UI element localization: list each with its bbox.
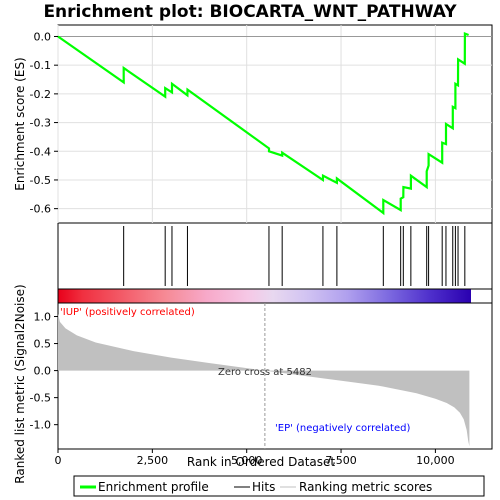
es-y-tick-label: 0.0 <box>34 30 52 43</box>
x-tick-label: 0 <box>55 454 62 467</box>
legend-label-ranking: Ranking metric scores <box>299 480 432 494</box>
es-y-tick-label: -0.5 <box>30 174 51 187</box>
es-y-tick-label: -0.3 <box>30 117 51 130</box>
x-axis-label: Rank in Ordered Dataset <box>187 455 335 469</box>
es-y-tick-label: -0.6 <box>30 203 51 216</box>
x-tick-label: 10,000 <box>416 454 455 467</box>
es-y-tick-label: -0.2 <box>30 88 51 101</box>
ranking-metric-area <box>58 313 470 447</box>
hit-marks <box>123 226 466 286</box>
metric-y-tick-label: -1.0 <box>30 419 51 432</box>
legend-box <box>73 475 485 497</box>
es-y-tick-label: -0.4 <box>30 145 51 158</box>
hits-panel-frame <box>57 222 493 290</box>
metric-y-axis-label: Ranked list metric (Signal2Noise) <box>13 284 27 483</box>
metric-y-tick-label: 0.0 <box>34 365 52 378</box>
chart-title: Enrichment plot: BIOCARTA_WNT_PATHWAY <box>43 2 457 22</box>
legend-label-profile: Enrichment profile <box>98 480 209 494</box>
legend-label-hits: Hits <box>252 480 275 494</box>
enrichment-profile-line <box>57 32 469 216</box>
x-tick-label: 5,000 <box>231 454 263 467</box>
metric-y-ticks: 1.0 0.5 0.0 -0.5 -1.0 <box>30 311 58 432</box>
rank-color-bar <box>58 289 471 303</box>
es-panel-frame <box>57 24 493 224</box>
es-curve-group <box>57 32 469 216</box>
negative-correlation-label: 'EP' (negatively correlated) <box>275 423 410 434</box>
es-y-tick-label: -0.1 <box>30 59 51 72</box>
metric-y-tick-label: -0.5 <box>30 392 51 405</box>
metric-y-tick-label: 1.0 <box>34 311 52 324</box>
x-tick-label: 7,500 <box>325 454 357 467</box>
zero-cross-label: Zero cross at 5482 <box>218 367 312 378</box>
metric-y-tick-label: 0.5 <box>34 338 52 351</box>
metric-area-group <box>58 303 470 449</box>
es-y-ticks: 0.0 -0.1 -0.2 -0.3 -0.4 -0.5 -0.6 <box>30 30 58 216</box>
positive-correlation-label: 'IUP' (positively correlated) <box>60 307 195 318</box>
x-ticks: 0 2,500 5,000 7,500 10,000 <box>55 449 455 467</box>
x-tick-label: 2,500 <box>137 454 169 467</box>
es-y-axis-label: Enrichment score (ES) <box>13 57 27 190</box>
